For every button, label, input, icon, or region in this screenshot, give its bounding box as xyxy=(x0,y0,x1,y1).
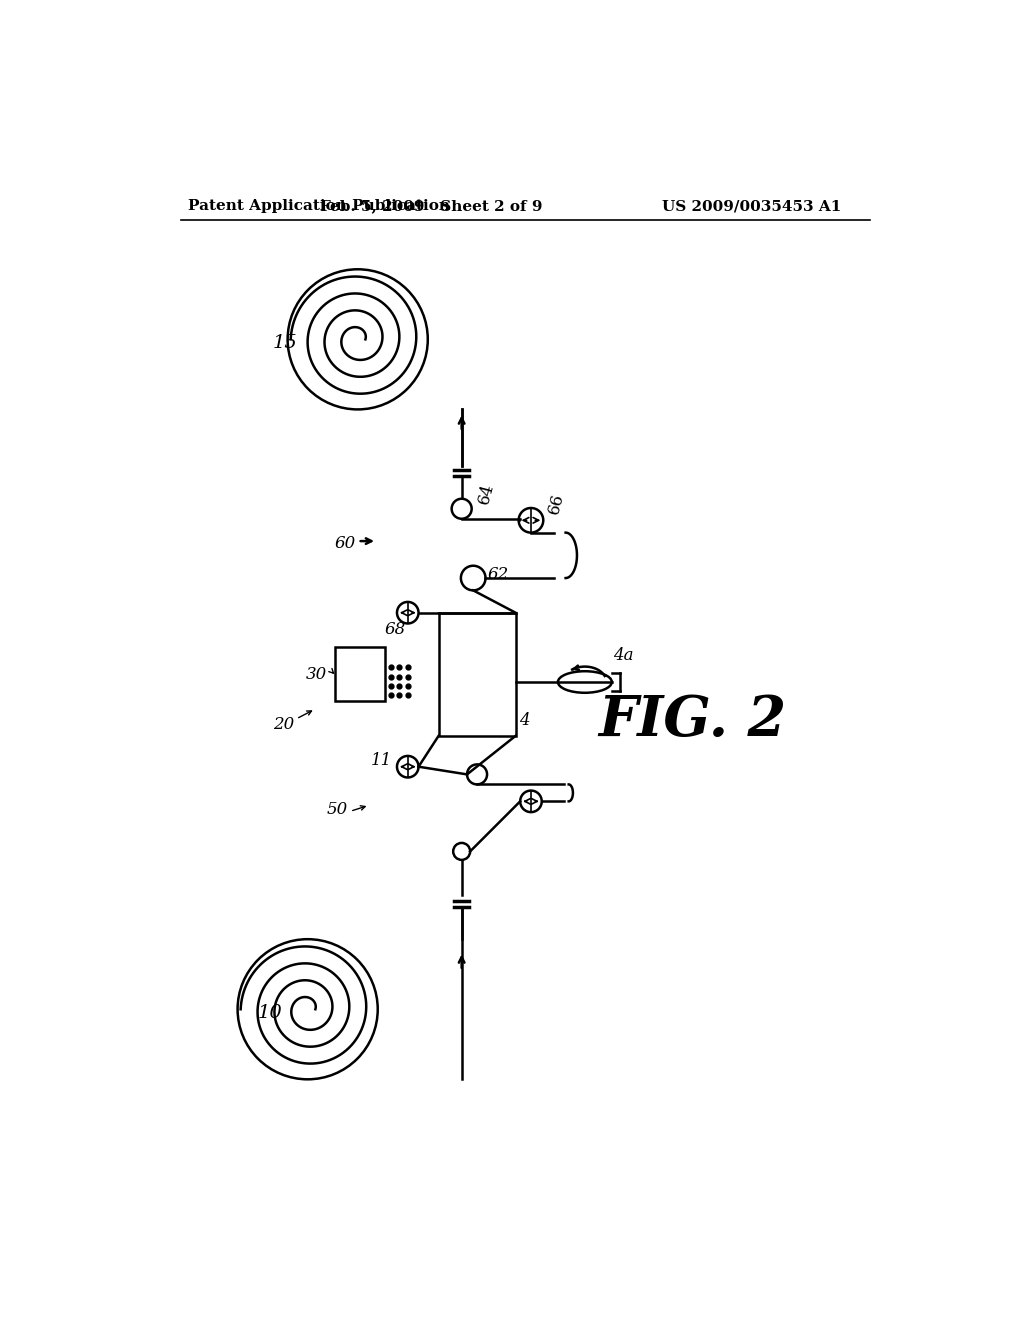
Text: US 2009/0035453 A1: US 2009/0035453 A1 xyxy=(662,199,842,213)
Text: 4a: 4a xyxy=(613,647,634,664)
Text: 66: 66 xyxy=(545,491,566,516)
Text: 4: 4 xyxy=(519,711,530,729)
Text: 64: 64 xyxy=(475,480,498,506)
Text: 68: 68 xyxy=(385,622,406,638)
Text: 50: 50 xyxy=(327,800,348,817)
Text: FIG. 2: FIG. 2 xyxy=(599,693,786,748)
Text: Patent Application Publication: Patent Application Publication xyxy=(188,199,451,213)
Bar xyxy=(438,612,515,737)
Text: 10: 10 xyxy=(258,1005,283,1022)
Text: 30: 30 xyxy=(305,665,327,682)
Bar xyxy=(335,647,385,701)
Text: 62: 62 xyxy=(487,566,508,582)
Text: 15: 15 xyxy=(273,334,298,352)
Text: 20: 20 xyxy=(273,715,294,733)
Text: Feb. 5, 2009   Sheet 2 of 9: Feb. 5, 2009 Sheet 2 of 9 xyxy=(319,199,542,213)
Text: 11: 11 xyxy=(371,752,392,770)
Text: 60: 60 xyxy=(335,535,356,552)
